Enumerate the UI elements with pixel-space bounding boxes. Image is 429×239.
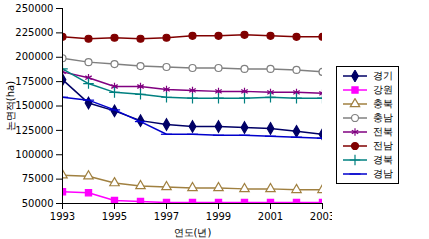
svg-text:연도(년): 연도(년) [174,227,212,238]
svg-text:250000: 250000 [15,3,53,14]
svg-text:1997: 1997 [154,211,179,222]
svg-text:2003: 2003 [310,211,332,222]
svg-text:200000: 200000 [15,51,53,62]
svg-text:1995: 1995 [102,211,127,222]
html-text:충남: 충남 [373,112,393,123]
html-text:경기: 경기 [373,70,393,81]
html-text:전북: 전북 [373,126,393,137]
svg-text:175000: 175000 [15,76,53,87]
html-text:강원: 강원 [373,84,393,95]
svg-text:50000: 50000 [22,198,54,209]
svg-text:125000: 125000 [15,125,53,136]
svg-text:2001: 2001 [258,211,283,222]
svg-text:225000: 225000 [15,27,53,38]
html-text:전남: 전남 [373,140,393,151]
svg-text:1999: 1999 [206,211,231,222]
svg-text:논면적(ha): 논면적(ha) [5,81,16,131]
html-text:경북: 경북 [373,154,393,165]
svg-text:1993: 1993 [50,211,75,222]
html-text:충북: 충북 [373,98,393,109]
svg-text:100000: 100000 [15,149,53,160]
svg-text:75000: 75000 [22,173,54,184]
svg-text:150000: 150000 [15,100,53,111]
html-text:경남: 경남 [373,168,393,179]
